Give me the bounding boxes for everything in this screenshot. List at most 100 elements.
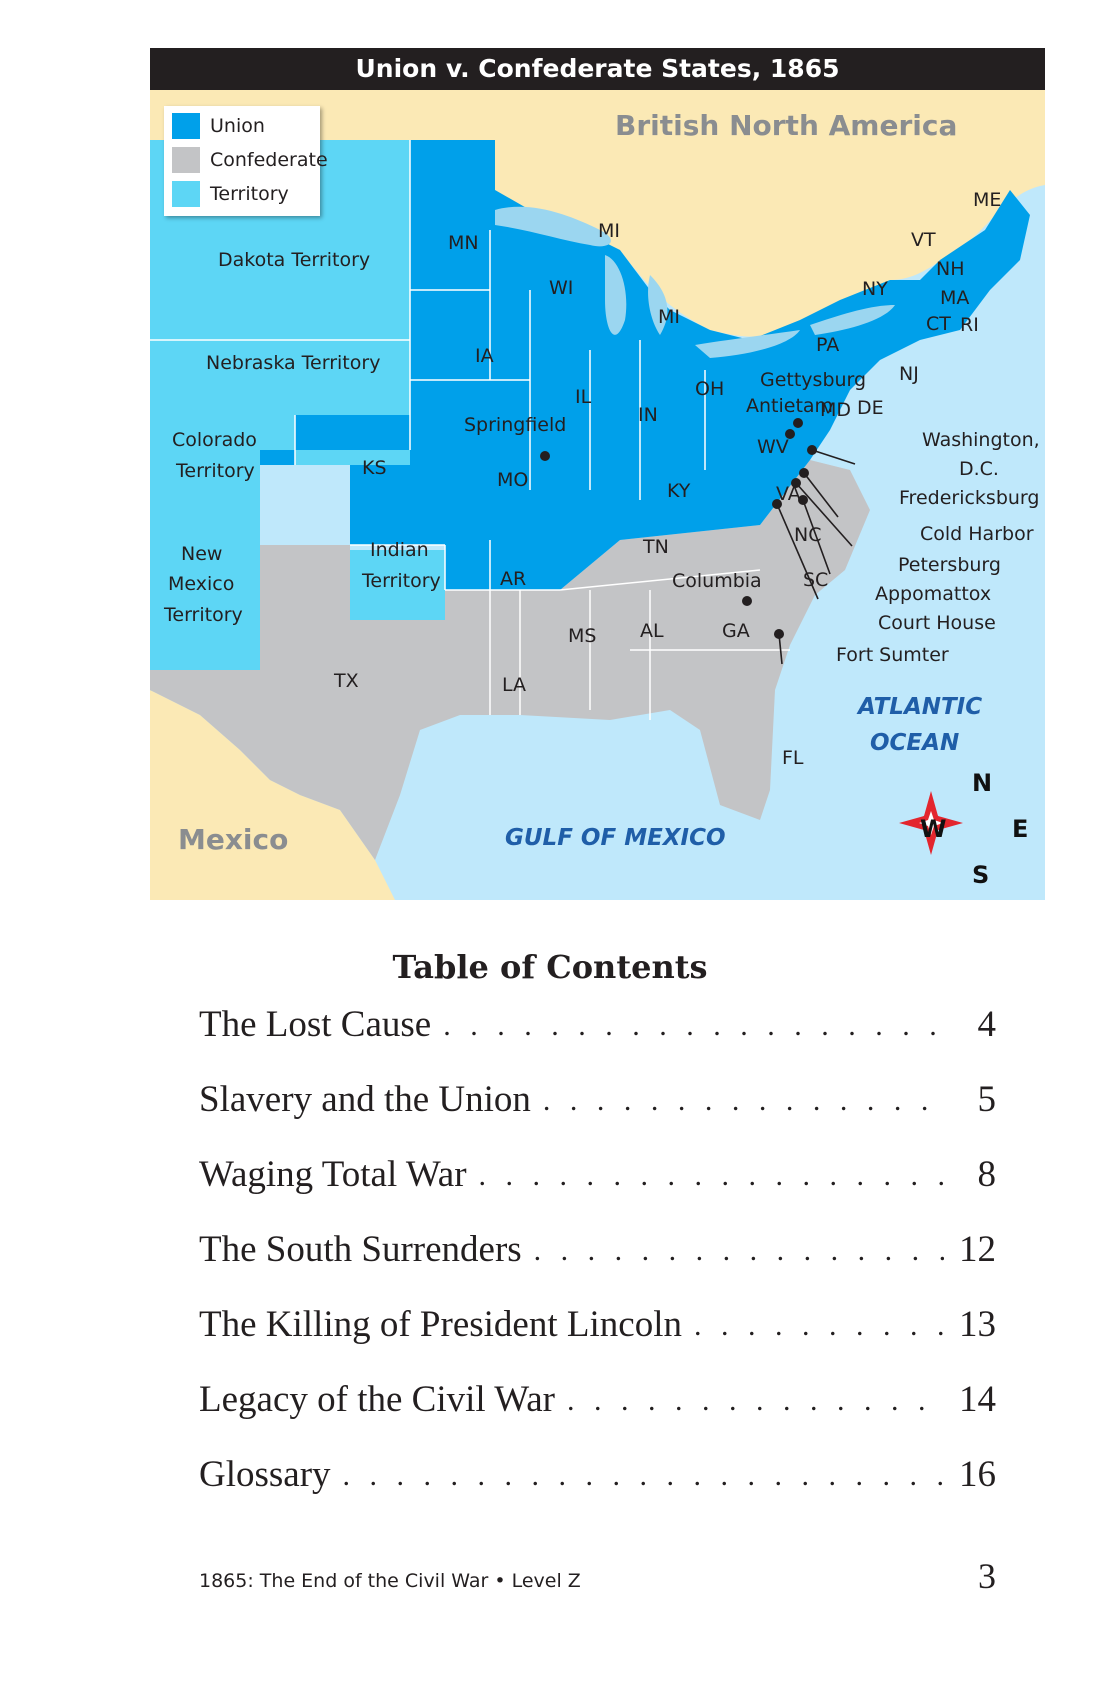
state-nc: NC <box>794 524 822 546</box>
colorado-line1: Colorado <box>172 429 257 451</box>
compass-rose <box>899 791 963 855</box>
toc-entry[interactable]: Legacy of the Civil War . . . . . . . . … <box>199 1378 996 1453</box>
place-fort-sumter: Fort Sumter <box>836 644 949 666</box>
place-appomattox-line1: Appomattox <box>875 583 992 605</box>
confederate-region <box>150 460 870 860</box>
union-region <box>260 140 1030 590</box>
toc-leader: . . . . . . . . . . . . . . . . . . . . … <box>533 1234 944 1267</box>
state-nh: NH <box>936 258 965 280</box>
toc-entry-title: Legacy of the Civil War <box>199 1379 555 1420</box>
toc-entry-page: 8 <box>977 1154 997 1195</box>
legend-swatch-territory <box>172 181 200 207</box>
toc-entry[interactable]: The Lost Cause . . . . . . . . . . . . .… <box>199 1003 996 1078</box>
state-oh: OH <box>695 378 725 400</box>
legend-swatch-union <box>172 113 200 139</box>
toc-entry[interactable]: Slavery and the Union . . . . . . . . . … <box>199 1078 996 1153</box>
place-antietam: Antietam <box>746 395 834 417</box>
state-sc: SC <box>803 569 829 591</box>
toc-leader: . . . . . . . . . . . . . . . . . . . . … <box>342 1459 944 1492</box>
state-tx: TX <box>334 670 359 692</box>
state-ny: NY <box>862 278 888 300</box>
state-pa: PA <box>816 334 840 356</box>
state-ct: CT <box>926 313 951 335</box>
compass-n: N <box>972 769 993 797</box>
state-me: ME <box>973 189 1002 211</box>
place-cold-harbor: Cold Harbor <box>920 523 1034 545</box>
nebraska-territory: Nebraska Territory <box>206 352 381 374</box>
map-title: Union v. Confederate States, 1865 <box>150 48 1045 90</box>
mexico-land <box>150 690 395 900</box>
indian-line1: Indian <box>370 539 429 561</box>
toc-entry-page: 16 <box>959 1454 996 1495</box>
columbia-dot <box>742 596 752 606</box>
table-of-contents: The Lost Cause . . . . . . . . . . . . .… <box>199 1003 996 1528</box>
toc-entry-title: The South Surrenders <box>199 1229 522 1270</box>
state-la: LA <box>502 674 527 696</box>
legend-territory: Territory <box>172 180 289 208</box>
compass-e: E <box>1012 815 1029 843</box>
place-columbia: Columbia <box>672 570 762 592</box>
leader-lines <box>776 449 856 665</box>
state-wv: WV <box>757 436 789 458</box>
state-in: IN <box>638 404 658 426</box>
state-tn: TN <box>643 536 669 558</box>
place-fredericksburg: Fredericksburg <box>899 487 1040 509</box>
state-md: MD <box>820 399 852 421</box>
toc-entry-title: Slavery and the Union <box>199 1079 531 1120</box>
state-mo: MO <box>497 469 529 491</box>
state-ri: RI <box>960 314 979 336</box>
colorado-line2: Territory <box>176 460 255 482</box>
toc-entry-title: Glossary <box>199 1454 331 1495</box>
place-springfield: Springfield <box>464 414 567 436</box>
toc-entry-page: 4 <box>977 1004 997 1045</box>
antietam-dot <box>785 429 795 439</box>
map-legend: Union Confederate Territory <box>164 106 328 216</box>
state-il: IL <box>575 386 592 408</box>
region-british-north-america: British North America <box>615 109 958 142</box>
toc-entry-page: 12 <box>959 1229 996 1270</box>
legend-label-union: Union <box>210 115 265 137</box>
place-washington-line1: Washington, <box>922 429 1040 451</box>
state-ma: MA <box>940 287 970 309</box>
state-ia: IA <box>475 345 494 367</box>
legend-label-confederate: Confederate <box>210 149 328 171</box>
toc-leader: . . . . . . . . . . . . . . . . . . . . … <box>566 1384 944 1417</box>
state-mi-upper: MI <box>598 220 620 242</box>
compass-s: S <box>972 861 990 889</box>
toc-leader: . . . . . . . . . . . . . . . . . . . . … <box>478 1159 944 1192</box>
dakota-territory: Dakota Territory <box>218 249 371 271</box>
toc-entry[interactable]: The South Surrenders . . . . . . . . . .… <box>199 1228 996 1303</box>
state-wi: WI <box>549 277 574 299</box>
state-nj: NJ <box>899 363 919 385</box>
state-fl: FL <box>782 747 804 769</box>
toc-entry-title: Waging Total War <box>199 1154 467 1195</box>
new-mexico-line3: Territory <box>164 604 243 626</box>
new-mexico-line2: Mexico <box>168 573 235 595</box>
state-al: AL <box>640 620 664 642</box>
place-gettysburg: Gettysburg <box>760 369 867 391</box>
new-mexico-line1: New <box>181 543 223 565</box>
toc-leader: . . . . . . . . . . . . . . . . . . . . … <box>542 1084 944 1117</box>
toc-entry-page: 5 <box>977 1079 997 1120</box>
footer-book-title: 1865: The End of the Civil War • Level Z <box>199 1570 581 1592</box>
state-de: DE <box>857 397 884 419</box>
legend-swatch-confederate <box>172 147 200 173</box>
state-va: VA <box>776 483 801 505</box>
atlantic-line2: OCEAN <box>870 730 960 756</box>
indian-line2: Territory <box>362 570 441 592</box>
toc-entry-title: The Lost Cause <box>199 1004 432 1045</box>
toc-entry[interactable]: Waging Total War . . . . . . . . . . . .… <box>199 1153 996 1228</box>
place-petersburg: Petersburg <box>898 554 1001 576</box>
toc-title: Table of Contents <box>392 948 708 986</box>
toc-entry[interactable]: The Killing of President Lincoln . . . .… <box>199 1303 996 1378</box>
toc-entry[interactable]: Glossary . . . . . . . . . . . . . . . .… <box>199 1453 996 1528</box>
state-ga: GA <box>722 620 750 642</box>
place-appomattox-line2: Court House <box>878 612 996 634</box>
compass-w: W <box>920 815 947 843</box>
state-ks: KS <box>362 457 387 479</box>
place-washington-line2: D.C. <box>959 458 999 480</box>
map-graphic <box>150 90 1045 900</box>
state-ky: KY <box>667 480 691 502</box>
legend-confederate: Confederate <box>172 146 328 174</box>
civil-war-map: Union v. Confederate States, 1865 <box>150 48 1045 900</box>
